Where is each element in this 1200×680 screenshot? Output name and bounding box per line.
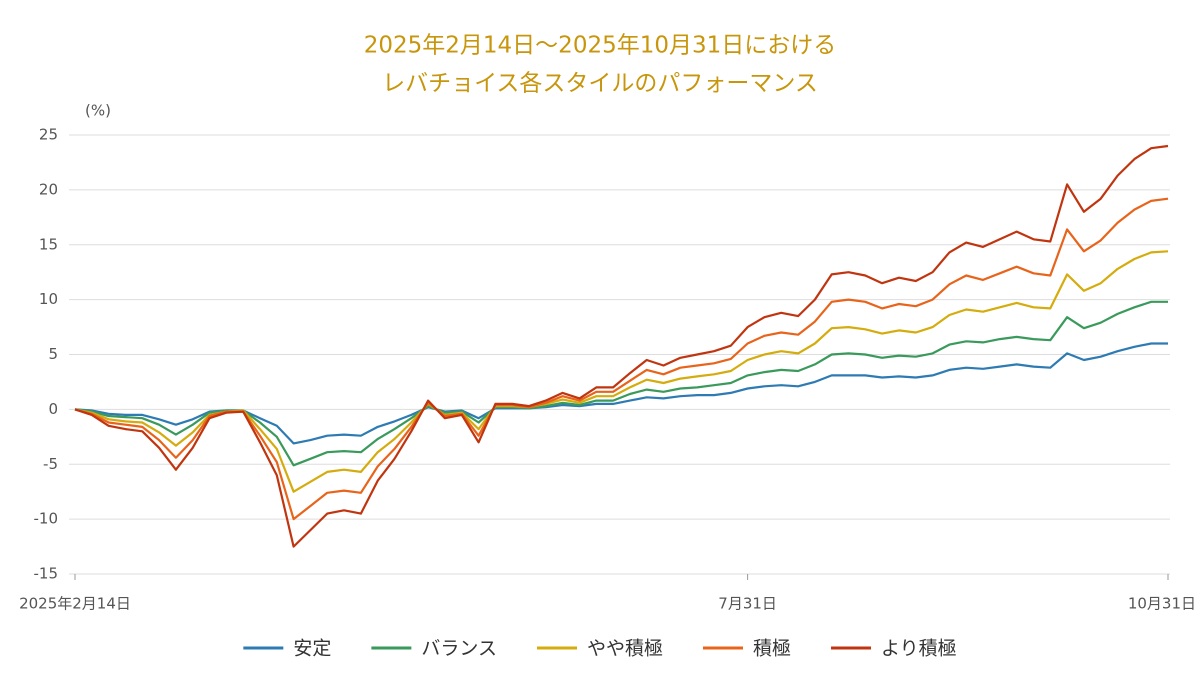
y-tick-label: -10 (34, 510, 59, 528)
x-tick-label: 7月31日 (718, 595, 777, 613)
y-tick-label: 25 (39, 126, 58, 144)
legend-text: 安定 (293, 638, 331, 660)
legend: 安定 バランス やや積極 積極 より積極 (243, 638, 957, 660)
chart-title: 2025年2月14日〜2025年10月31日における (364, 33, 837, 59)
y-tick-label: 20 (39, 180, 58, 198)
legend-text: バランス (421, 638, 497, 660)
chart-title: レバチョイス各スタイルのパフォーマンス (382, 71, 818, 97)
legend-text: 積極 (753, 638, 791, 660)
series-line (74, 300, 1168, 467)
series-line (74, 197, 1169, 521)
y-tick-label: 10 (39, 290, 58, 308)
series-line (74, 144, 1169, 548)
series-line (74, 250, 1169, 493)
y-tick-label: -5 (43, 455, 58, 473)
legend-text: やや積極 (587, 638, 663, 660)
y-tick-label: 5 (48, 345, 58, 363)
y-tick-label: 0 (48, 400, 58, 418)
series-line (74, 342, 1168, 445)
x-tick-label: 10月31日 (1128, 595, 1196, 613)
y-unit: (%) (85, 102, 111, 120)
y-tick-label: 15 (39, 235, 58, 253)
x-tick-label: 2025年2月14日 (19, 595, 131, 613)
legend-text: より積極 (881, 638, 957, 660)
y-tick-label: -15 (34, 565, 59, 583)
